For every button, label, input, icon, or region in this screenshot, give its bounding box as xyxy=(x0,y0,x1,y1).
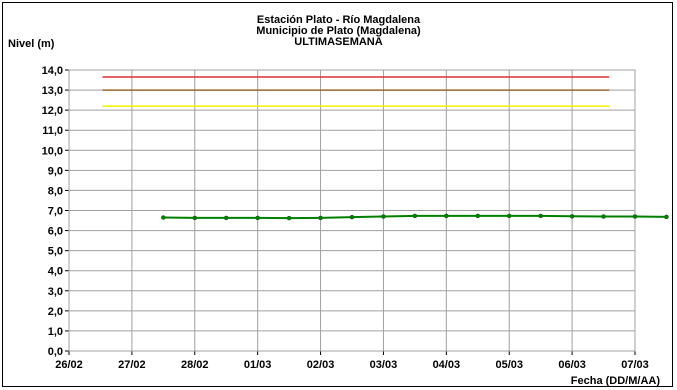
data-point xyxy=(349,214,355,220)
chart-title-line-3: ULTIMASEMANA xyxy=(294,36,383,48)
data-point xyxy=(664,214,669,220)
chart-title-line-1: Estación Plato - Río Magdalena xyxy=(256,14,421,26)
chart-title-line-2: Municipio de Plato (Magdalena) xyxy=(256,25,421,37)
y-tick-label: 11,0 xyxy=(42,125,63,137)
x-tick-label: 27/02 xyxy=(118,359,146,371)
x-tick-label: 07/03 xyxy=(621,359,649,371)
y-tick-label: 14,0 xyxy=(42,65,63,77)
y-tick-label: 0,0 xyxy=(48,346,63,358)
data-point xyxy=(412,213,418,219)
data-point xyxy=(255,215,260,221)
x-tick-label: 28/02 xyxy=(181,359,209,371)
data-point xyxy=(223,215,229,221)
data-point xyxy=(444,213,449,219)
data-point xyxy=(632,214,638,219)
data-point xyxy=(475,213,481,219)
data-point xyxy=(192,215,198,221)
y-tick-label: 12,0 xyxy=(42,105,63,117)
y-tick-label: 9,0 xyxy=(48,165,63,177)
y-tick-label: 13,0 xyxy=(42,85,63,97)
data-point xyxy=(506,213,512,219)
x-tick-label: 02/03 xyxy=(307,359,335,371)
y-tick-label: 8,0 xyxy=(48,185,63,197)
x-axis-label: Fecha (DD/M/AA) xyxy=(570,375,660,387)
y-axis-label: Nivel (m) xyxy=(8,38,55,50)
y-tick-label: 7,0 xyxy=(48,206,63,218)
x-tick-label: 06/03 xyxy=(558,359,586,371)
x-tick-label: 01/03 xyxy=(244,359,272,371)
y-tick-label: 1,0 xyxy=(48,326,63,338)
y-tick-label: 5,0 xyxy=(48,246,63,258)
data-point xyxy=(318,215,323,221)
x-tick-label: 05/03 xyxy=(495,359,523,371)
plot-border xyxy=(68,69,636,352)
y-tick-label: 6,0 xyxy=(48,226,63,238)
x-tick-label: 26/02 xyxy=(55,359,83,371)
data-point xyxy=(286,215,292,221)
x-tick-label: 03/03 xyxy=(370,359,398,371)
data-point xyxy=(381,214,386,219)
y-tick-label: 4,0 xyxy=(48,266,63,278)
x-tick-label: 04/03 xyxy=(433,359,461,371)
data-point xyxy=(161,215,166,220)
data-point xyxy=(569,214,575,219)
y-tick-label: 10,0 xyxy=(42,145,63,157)
y-tick-label: 2,0 xyxy=(48,306,63,318)
data-point xyxy=(538,213,543,219)
data-point xyxy=(601,214,606,219)
y-tick-label: 3,0 xyxy=(48,286,63,298)
